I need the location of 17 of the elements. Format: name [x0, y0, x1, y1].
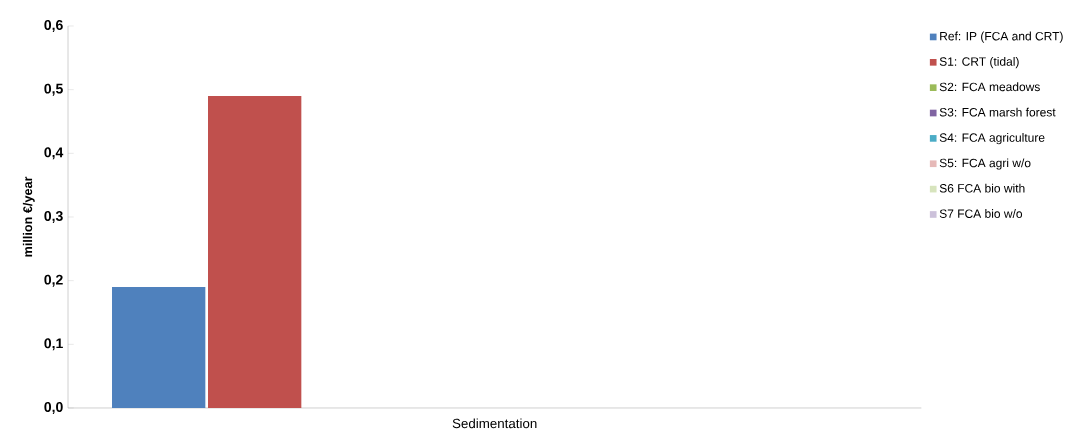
y-tick-label: 0,5 [44, 83, 63, 96]
legend-label: Ref: IP (FCA and CRT) [940, 31, 1063, 43]
legend-label: S5: FCA agri w/o [939, 158, 1031, 170]
x-tick-label: Sedimentation [452, 418, 537, 429]
y-axis-title: million €/year [22, 176, 35, 257]
y-tick-label: 0,4 [44, 147, 64, 160]
legend-label: S4: FCA agriculture [939, 133, 1045, 145]
y-tick-label: 0,1 [44, 338, 63, 351]
y-tick-label: 0,0 [44, 402, 63, 414]
legend-label: S3: FCA marsh forest [939, 107, 1056, 117]
legend-label: S2: FCA meadows [939, 82, 1040, 92]
y-tick-label: 0,6 [44, 20, 63, 32]
legend-label: S7 FCA bio w/o [939, 209, 1023, 218]
legend-label: S6 FCA bio with [939, 183, 1025, 193]
y-tick-label: 0,3 [44, 211, 63, 223]
y-tick-label: 0,2 [44, 274, 63, 287]
legend-label: S1: CRT (tidal) [939, 56, 1019, 69]
